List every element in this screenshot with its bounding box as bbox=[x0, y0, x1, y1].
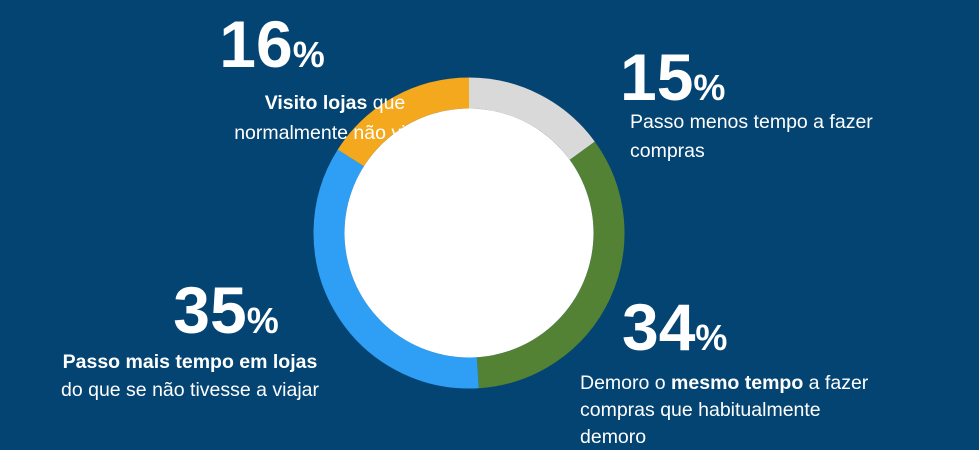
value-number: 15 bbox=[620, 40, 693, 114]
value-number: 16 bbox=[219, 7, 292, 81]
label-part: demoro bbox=[580, 426, 646, 448]
category-label: normalmente não visito bbox=[234, 122, 436, 144]
value-number: 34 bbox=[622, 290, 696, 364]
value-number: 35 bbox=[173, 273, 246, 347]
category-label: compras bbox=[630, 140, 705, 162]
donut-hole bbox=[344, 108, 594, 358]
value-label: 16% bbox=[219, 7, 324, 81]
category-label: demoro bbox=[580, 426, 646, 448]
category-label: Visito lojas que bbox=[265, 92, 406, 114]
value-unit: % bbox=[693, 67, 725, 108]
label-part: Visito lojas bbox=[265, 92, 368, 114]
label-part: do que se não tivesse a viajar bbox=[61, 379, 320, 401]
label-part: a fazer bbox=[803, 372, 869, 394]
donut-segment bbox=[476, 141, 625, 389]
label-part: Demoro o bbox=[580, 372, 671, 394]
category-label: Demoro o mesmo tempo a fazer bbox=[580, 372, 869, 394]
label-part: mesmo tempo bbox=[671, 372, 803, 394]
category-label: Passo menos tempo a fazer bbox=[630, 111, 873, 133]
value-unit: % bbox=[247, 300, 279, 341]
label-part: Passo mais tempo em lojas bbox=[63, 351, 318, 373]
value-unit: % bbox=[695, 317, 727, 358]
value-label: 15% bbox=[620, 40, 725, 114]
label-part: Passo menos tempo a fazer bbox=[630, 111, 873, 133]
label-part: compras que habitualmente bbox=[580, 399, 821, 421]
category-label: do que se não tivesse a viajar bbox=[61, 379, 320, 401]
label-part: normalmente não visito bbox=[234, 122, 436, 144]
label-part: que bbox=[367, 92, 405, 114]
value-unit: % bbox=[293, 34, 325, 75]
donut-segment bbox=[337, 77, 470, 167]
category-label: Passo mais tempo em lojas bbox=[63, 351, 318, 373]
label-part: compras bbox=[630, 140, 705, 162]
value-label: 34% bbox=[622, 290, 727, 364]
category-label: compras que habitualmente bbox=[580, 399, 821, 421]
donut-segment bbox=[313, 149, 479, 389]
value-label: 35% bbox=[173, 273, 278, 347]
donut-segment bbox=[468, 77, 595, 161]
